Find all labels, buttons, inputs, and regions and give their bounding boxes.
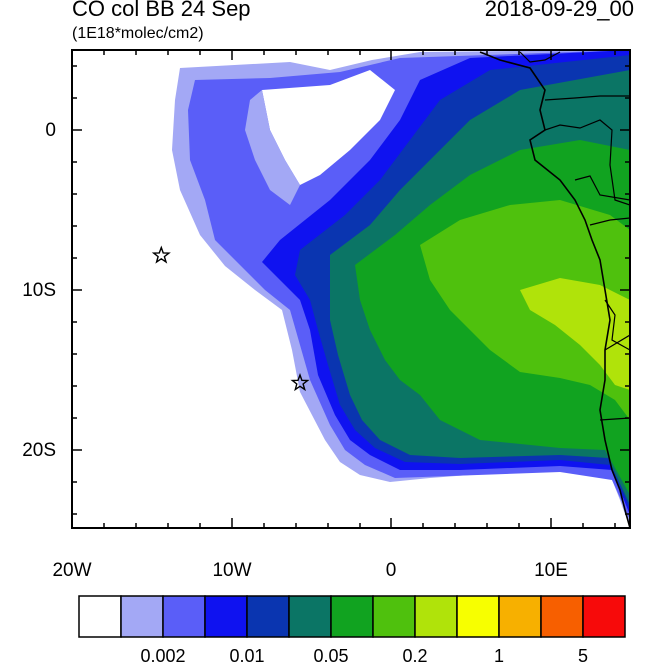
colorbar-swatch bbox=[456, 595, 500, 638]
country-border bbox=[604, 299, 630, 351]
colorbar-swatch bbox=[330, 595, 374, 638]
map-title: CO col BB 24 Sep bbox=[72, 0, 251, 21]
lat-label-10s: 10S bbox=[22, 280, 56, 301]
country-border bbox=[544, 95, 630, 101]
colorbar-swatch bbox=[540, 595, 584, 638]
clean-air-region bbox=[262, 70, 395, 185]
colorbar-label: 1 bbox=[493, 646, 505, 666]
map-frame bbox=[71, 49, 631, 529]
plume-lightgreen bbox=[420, 200, 630, 420]
lon-label-10e: 10E bbox=[534, 560, 568, 581]
country-border bbox=[589, 217, 630, 226]
country-border bbox=[544, 119, 630, 206]
plume-yellowgreen bbox=[520, 278, 630, 390]
colorbar-swatch bbox=[246, 595, 290, 638]
clean-air-ring bbox=[245, 90, 300, 205]
colorbar-label: 0.002 bbox=[140, 646, 186, 666]
colorbar-swatch bbox=[372, 595, 416, 638]
colorbar-swatch bbox=[414, 595, 458, 638]
axis-ticks bbox=[71, 50, 630, 528]
co-field bbox=[172, 50, 630, 528]
coastline bbox=[479, 51, 630, 528]
colorbar-swatch bbox=[288, 595, 332, 638]
colorbar-swatch bbox=[120, 595, 164, 638]
lon-label-10w: 10W bbox=[212, 560, 252, 581]
lon-label-0: 0 bbox=[385, 560, 397, 581]
country-border bbox=[519, 51, 561, 63]
lat-label-20s: 20S bbox=[22, 440, 56, 461]
map-date: 2018-09-29_00 bbox=[484, 0, 634, 21]
marker-layer bbox=[151, 245, 310, 392]
lat-label-0: 0 bbox=[45, 120, 56, 141]
colorbar bbox=[78, 595, 626, 638]
star-marker bbox=[290, 372, 310, 392]
colorbar-swatch bbox=[162, 595, 206, 638]
lon-label-20w: 20W bbox=[52, 560, 92, 581]
colorbar-swatch bbox=[78, 595, 122, 638]
colorbar-swatch bbox=[498, 595, 542, 638]
star-marker bbox=[151, 245, 171, 264]
units-label: (1E18*molec/cm2) bbox=[72, 25, 204, 42]
colorbar-label: 0.05 bbox=[313, 646, 349, 666]
country-border bbox=[574, 175, 630, 201]
colorbar-swatch bbox=[582, 595, 626, 638]
colorbar-label: 5 bbox=[577, 646, 589, 666]
colorbar-label: 0.2 bbox=[402, 646, 428, 666]
colorbar-swatch bbox=[204, 595, 248, 638]
colorbar-label: 0.01 bbox=[229, 646, 265, 666]
country-border bbox=[604, 334, 630, 351]
